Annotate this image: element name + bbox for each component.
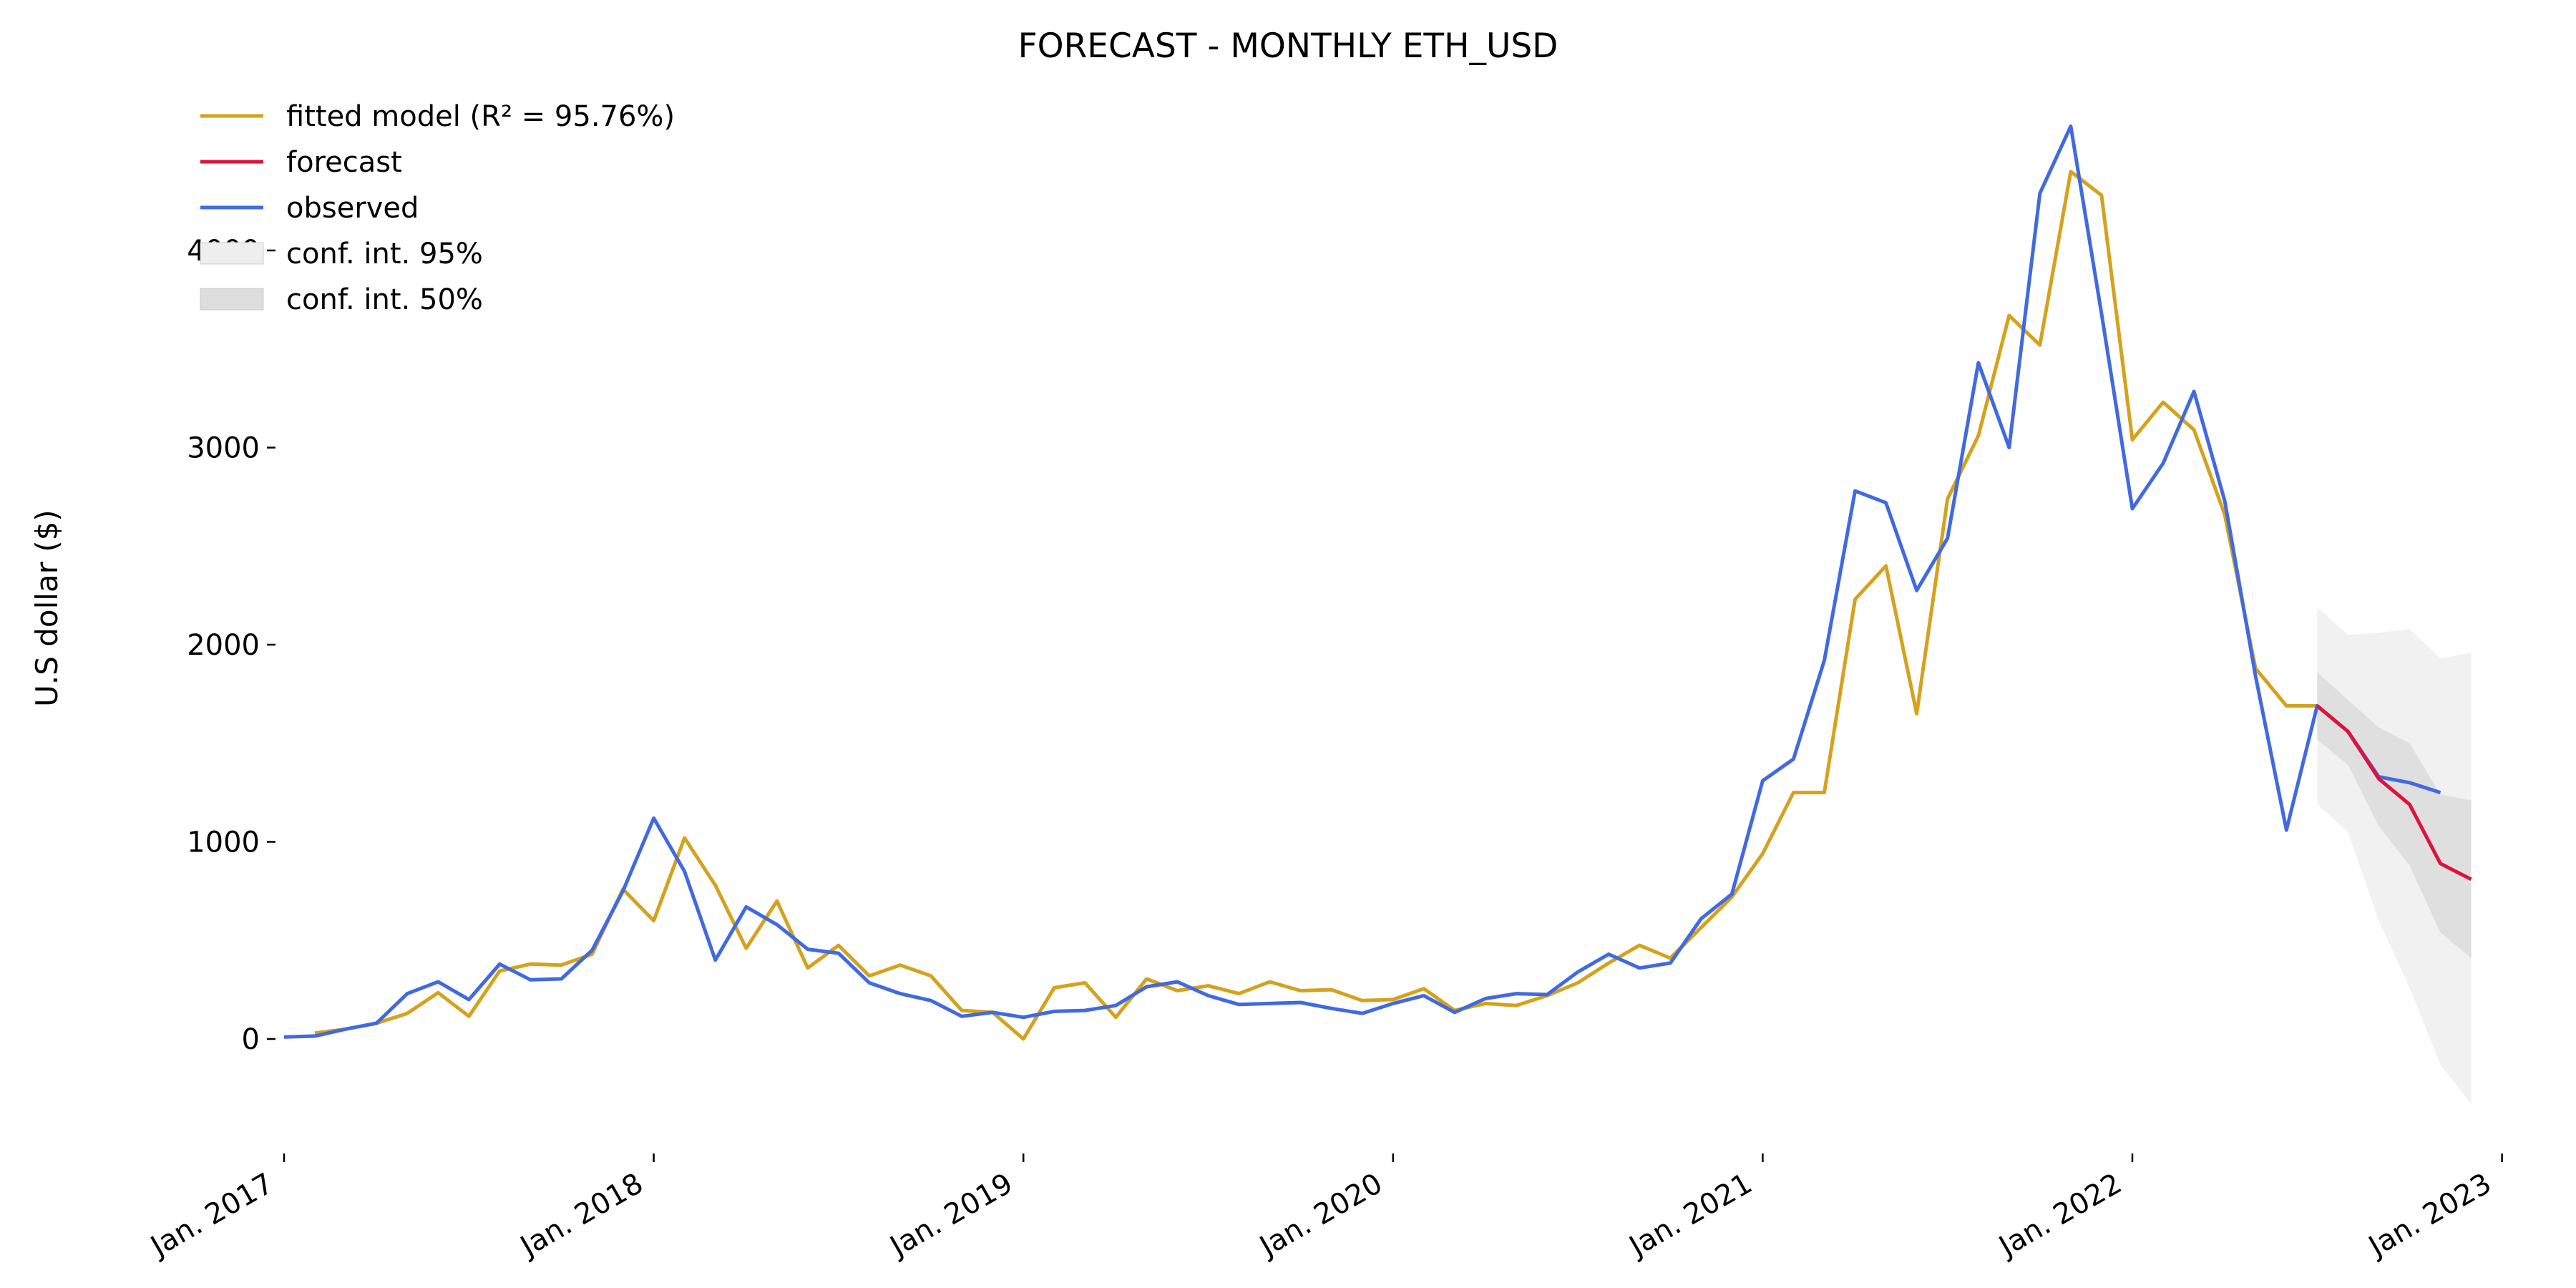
- legend-label: fitted model (R² = 95.76%): [286, 100, 675, 133]
- y-tick-label: 0: [242, 1023, 260, 1056]
- series-line-observed: [283, 124, 2441, 1039]
- legend-swatch: [200, 288, 264, 311]
- y-tick-label: 2000: [187, 629, 260, 662]
- x-tick-label: Jan. 2022: [1992, 1167, 2127, 1264]
- series-line-forecast: [2316, 704, 2472, 882]
- x-tick-label: Jan. 2017: [144, 1167, 279, 1264]
- x-tick-label: Jan. 2020: [1253, 1167, 1388, 1264]
- y-tick-label: 1000: [187, 826, 260, 859]
- legend-label: conf. int. 50%: [286, 283, 483, 316]
- x-tick-label: Jan. 2019: [883, 1167, 1018, 1264]
- y-tick-label: 3000: [187, 432, 260, 465]
- legend-label: observed: [286, 192, 419, 225]
- legend-label: conf. int. 95%: [286, 238, 483, 270]
- legend-swatch: [200, 242, 264, 265]
- series-lines: [283, 124, 2472, 1041]
- legend-label: forecast: [286, 146, 402, 179]
- chart-title: FORECAST - MONTHLY ETH_USD: [1018, 26, 1558, 66]
- legend: fitted model (R² = 95.76%) forecast observ…: [200, 100, 675, 316]
- confidence-bands: [2317, 607, 2472, 1104]
- series-line-fitted: [314, 170, 2318, 1041]
- x-tick-label: Jan. 2023: [2361, 1167, 2497, 1264]
- x-axis: Jan. 2017 Jan. 2018 Jan. 2019 Jan. 2020 Jan.…: [144, 1153, 2503, 1264]
- y-axis: 01000200030004000: [187, 235, 275, 1056]
- y-axis-label: U.S dollar ($): [29, 509, 64, 707]
- x-tick-label: Jan. 2021: [1622, 1167, 1757, 1264]
- x-tick-label: Jan. 2018: [513, 1167, 648, 1264]
